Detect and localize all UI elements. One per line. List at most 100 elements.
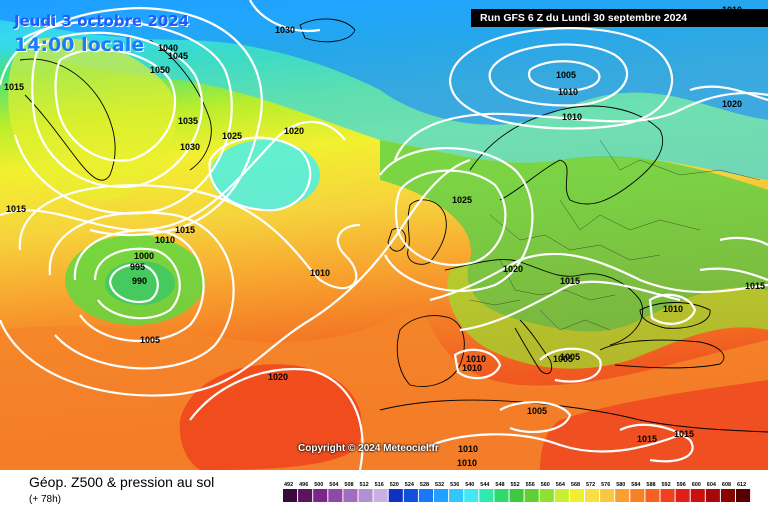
z500-cyan-band [0,20,768,180]
isobar-label: 1005 [553,354,573,364]
scale-swatch [434,489,449,502]
map-canvas: 1030 1010 1040 1045 1050 1035 1030 1025 … [0,0,768,470]
scale-swatch [388,489,403,502]
africa-coast [379,399,768,433]
forecast-map: 1030 1010 1040 1045 1050 1035 1030 1025 … [0,0,768,470]
isobar-label: 990 [132,276,147,286]
turkey-coast [599,339,725,369]
scale-tick-label: 576 [601,482,610,488]
scale-tick-label: 548 [495,482,504,488]
copyright-text: Copyright © 2024 Meteociel.fr [298,443,439,454]
scale-tick-label: 500 [314,482,323,488]
isobar-label: 1015 [175,225,195,235]
z500-cyan-low [210,140,320,210]
scale-tick-label: 572 [586,482,595,488]
isobar-label: 1035 [178,116,198,126]
scale-swatch [418,489,433,502]
isobar-label: 1005 [560,352,580,362]
isobar-1010-africa [419,433,681,453]
scale-tick-label: 568 [571,482,580,488]
iceland-coast [299,18,356,43]
legend-forecast-hour: (+ 78h) [29,494,61,505]
isobar-label: 1005 [140,335,160,345]
scale-tick-label: 496 [299,482,308,488]
scale-tick-label: 564 [556,482,566,488]
scale-swatch [298,489,313,502]
scale-swatch [569,489,584,502]
isobar-label: 1005 [556,70,576,80]
isobar-1015-europe [393,92,768,161]
forecast-local-time: 14:00 locale [14,34,145,56]
scale-tick-label: 512 [360,482,369,488]
scale-swatch [554,489,569,502]
scale-swatch [494,489,509,502]
isobar-label: 1015 [745,281,765,291]
scale-swatch [675,489,690,502]
isobar-label: 1000 [134,251,154,261]
country-borders [469,139,761,331]
iberia-coast [396,315,465,387]
scale-tick-label: 540 [465,482,474,488]
scale-tick-label: 516 [375,482,384,488]
isobar-greenland-high-4 [0,6,263,237]
isobar-1005-med [539,347,602,383]
model-run-info: Run GFS 6 Z du Lundi 30 septembre 2024 [471,9,768,27]
isobar-label: 995 [130,262,145,272]
legend-title: Géop. Z500 & pression au sol [29,474,215,490]
scale-tick-label: 508 [344,482,353,488]
isobar-greenland-high-1 [54,48,176,162]
isobar-label: 1020 [268,372,288,382]
scale-swatch [736,489,751,502]
isobar-label: 1015 [637,434,657,444]
isobar-label: 1025 [452,195,472,205]
isobar-cyan-low [208,136,312,212]
z500-blue-north [0,0,768,125]
scale-tick-label: 580 [616,482,625,488]
isobar-1015-east-med [619,423,694,463]
isobar-label: 1045 [168,51,188,61]
scale-swatch [600,489,615,502]
isobar-label: 1020 [284,126,304,136]
isobar-1020-azores [189,368,364,470]
isobar-label: 1015 [674,429,694,439]
scale-swatch [690,489,705,502]
scale-swatch [373,489,388,502]
isobar-label: 1015 [560,276,580,286]
scale-tick-label: 492 [284,482,293,488]
scale-swatch [524,489,539,502]
isobar-label: 1010 [466,354,486,364]
isobar-1030-top [249,0,321,33]
europe-coast [444,259,644,346]
isobar-north-low-2 [488,43,628,107]
scale-swatch [645,489,660,502]
isobar-atl-low-2 [93,247,181,320]
scale-swatch [313,489,328,502]
scale-swatch [615,489,630,502]
scale-swatch [585,489,600,502]
scale-tick-label: 588 [646,482,655,488]
isobar-label: 1010 [458,444,478,454]
scale-tick-label: 556 [526,482,535,488]
isobar-label: 1030 [180,142,200,152]
italy-coast [514,319,553,374]
british-isles [407,199,447,265]
isobar-1010-iberia [453,348,502,380]
scale-tick-label: 560 [541,482,550,488]
forecast-date: Jeudi 3 octobre 2024 [14,12,190,30]
isobar-label: 1020 [503,264,523,274]
isobar-labels: 1030 1010 1040 1045 1050 1035 1030 1025 … [4,5,765,468]
black-sea [639,302,711,329]
scale-swatch [630,489,645,502]
isobar-1005-africa [499,401,572,434]
isobar-label: 1015 [4,82,24,92]
scale-swatch [328,489,343,502]
z500-red-high [179,364,362,470]
scale-tick-label: 544 [480,482,490,488]
scale-tick-label: 528 [420,482,429,488]
scale-swatch [660,489,675,502]
scale-tick-label: 532 [435,482,444,488]
isobar-1020-russia [689,85,768,102]
scale-tick-label: 600 [692,482,701,488]
isobar-north-low-3 [448,27,674,130]
greenland-coast [19,58,116,181]
